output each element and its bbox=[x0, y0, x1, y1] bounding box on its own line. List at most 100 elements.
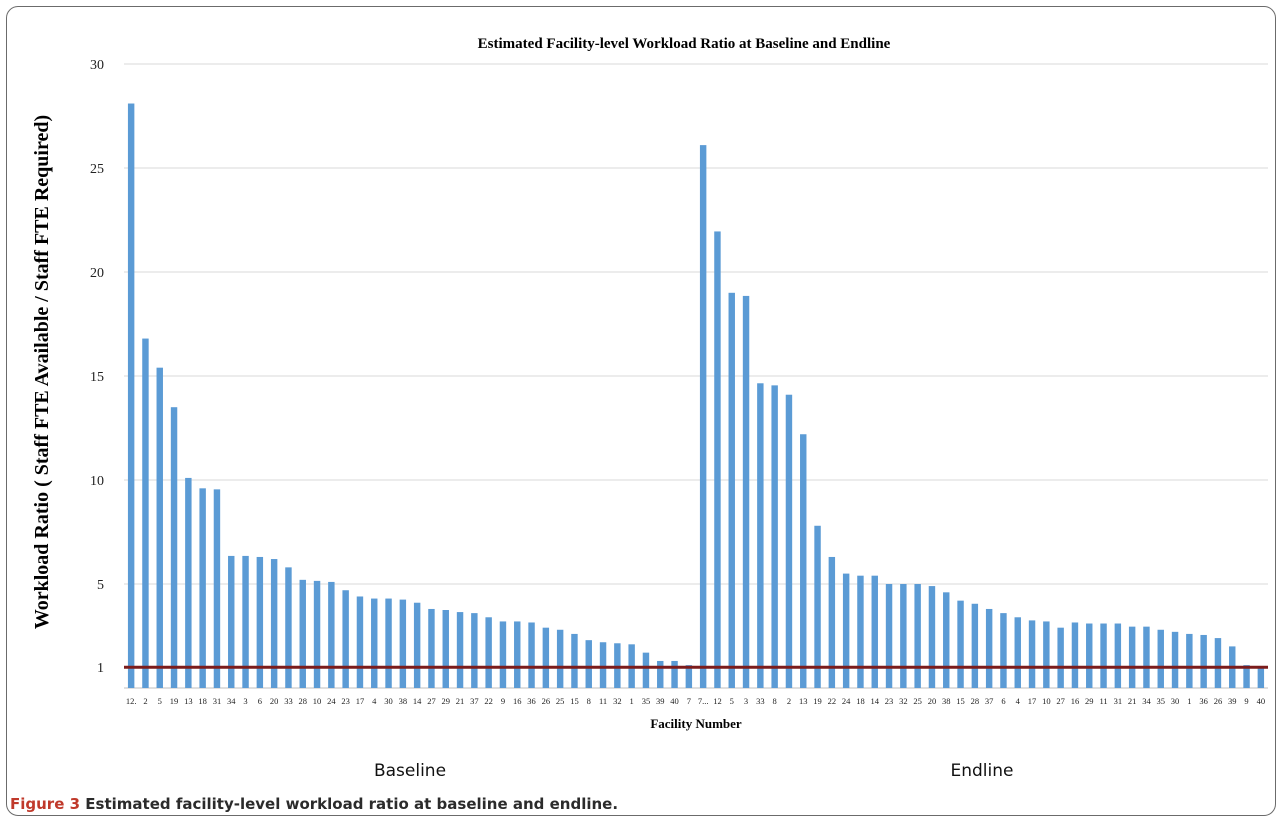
figure-caption: Figure 3 Estimated facility-level worklo… bbox=[10, 795, 618, 813]
y-tick-label: 25 bbox=[90, 162, 104, 177]
bar bbox=[742, 295, 750, 688]
bar bbox=[771, 385, 778, 688]
x-tick-label: 14 bbox=[871, 696, 880, 706]
x-tick-label: 13 bbox=[184, 696, 193, 706]
x-tick-label: 9 bbox=[1244, 696, 1248, 706]
x-tick-label: 23 bbox=[341, 696, 350, 706]
x-tick-label: 6 bbox=[1001, 696, 1005, 706]
bar bbox=[685, 665, 693, 688]
bar bbox=[857, 575, 864, 688]
bar bbox=[1214, 638, 1222, 688]
x-tick-label: 31 bbox=[1114, 696, 1123, 706]
x-tick-label: 2 bbox=[787, 696, 791, 706]
bar bbox=[900, 584, 907, 688]
bar bbox=[614, 643, 621, 688]
bar bbox=[1186, 633, 1193, 688]
bar bbox=[242, 555, 249, 688]
bar bbox=[1057, 627, 1064, 688]
y-tick-label: 15 bbox=[90, 370, 104, 385]
bar bbox=[657, 660, 664, 688]
bar bbox=[714, 231, 721, 688]
x-tick-label: 35 bbox=[1157, 696, 1166, 706]
bar bbox=[1014, 617, 1021, 688]
bar bbox=[599, 642, 607, 688]
x-tick-label: 19 bbox=[813, 696, 822, 706]
bar bbox=[342, 590, 349, 688]
bar bbox=[399, 599, 407, 688]
x-tick-label: 1 bbox=[1187, 696, 1191, 706]
bar-chart: Estimated Facility-level Workload Ratio … bbox=[31, 36, 1268, 781]
bar bbox=[356, 596, 364, 688]
x-tick-label: 14 bbox=[413, 696, 422, 706]
y-tick-label: 5 bbox=[97, 578, 104, 593]
x-tick-label: 29 bbox=[442, 696, 451, 706]
x-tick-label: 8 bbox=[773, 696, 777, 706]
x-tick-label: 12 bbox=[713, 696, 722, 706]
x-tick-label: 18 bbox=[198, 696, 207, 706]
bar bbox=[585, 640, 592, 688]
bar bbox=[485, 617, 492, 688]
x-tick-label: 38 bbox=[942, 696, 951, 706]
caption-text: Estimated facility-level workload ratio … bbox=[85, 795, 619, 813]
x-tick-label: 16 bbox=[1071, 696, 1080, 706]
bar bbox=[127, 103, 135, 688]
x-tick-label: 39 bbox=[656, 696, 665, 706]
x-tick-label: 35 bbox=[642, 696, 651, 706]
bar bbox=[156, 367, 163, 688]
x-axis-label: Facility Number bbox=[650, 716, 742, 731]
group-label: Baseline bbox=[374, 761, 446, 781]
bar bbox=[871, 575, 878, 688]
y-tick-label: 1 bbox=[97, 661, 104, 676]
bar bbox=[256, 556, 264, 688]
x-tick-label: 40 bbox=[670, 696, 679, 706]
bar bbox=[914, 584, 921, 688]
group-labels: Baseline Endline bbox=[374, 761, 1014, 781]
x-tick-label: 30 bbox=[1171, 696, 1180, 706]
x-tick-label: 32 bbox=[899, 696, 908, 706]
x-tick-label: 6 bbox=[258, 696, 262, 706]
bar bbox=[499, 621, 507, 688]
bar bbox=[228, 555, 235, 688]
bar bbox=[971, 603, 979, 688]
x-tick-label: 22 bbox=[828, 696, 837, 706]
x-tick-label: 11 bbox=[1099, 696, 1107, 706]
x-tick-label: 22 bbox=[484, 696, 493, 706]
x-tick-label: 17 bbox=[356, 696, 365, 706]
bar bbox=[428, 608, 435, 688]
x-tick-label: 15 bbox=[956, 696, 965, 706]
bar bbox=[642, 652, 650, 688]
bar bbox=[328, 581, 335, 688]
x-tick-label: 10 bbox=[1042, 696, 1051, 706]
bar bbox=[1171, 631, 1179, 688]
bar bbox=[1043, 621, 1050, 688]
x-tick-label: 17 bbox=[1028, 696, 1037, 706]
bar bbox=[313, 580, 321, 688]
x-tick-label: 30 bbox=[384, 696, 393, 706]
bar bbox=[413, 602, 421, 688]
x-tick-label: 24 bbox=[842, 696, 851, 706]
x-tick-label: 23 bbox=[885, 696, 894, 706]
bar bbox=[985, 608, 993, 688]
bar bbox=[456, 612, 464, 688]
bar bbox=[471, 613, 478, 688]
bar bbox=[385, 598, 392, 688]
x-tick-label: 39 bbox=[1228, 696, 1237, 706]
x-tick-label: 20 bbox=[928, 696, 937, 706]
bar bbox=[514, 621, 521, 688]
bar bbox=[299, 579, 306, 688]
bar bbox=[270, 559, 278, 688]
chart-title: Estimated Facility-level Workload Ratio … bbox=[478, 36, 891, 52]
x-tick-label: 19 bbox=[170, 696, 179, 706]
x-tick-labels: 12. 2 5 19 13 18 31 34 3 6 20 33 28 10 24 23 17 4 30 38 14 27… bbox=[126, 696, 1265, 706]
x-tick-label: 5 bbox=[730, 696, 734, 706]
bar bbox=[1128, 626, 1136, 688]
x-tick-label: 28 bbox=[299, 696, 308, 706]
x-tick-label: 4 bbox=[372, 696, 377, 706]
bar bbox=[1071, 622, 1079, 688]
x-tick-label: 24 bbox=[327, 696, 336, 706]
x-tick-label: 27 bbox=[427, 696, 436, 706]
bar bbox=[556, 629, 564, 688]
bar bbox=[885, 584, 893, 688]
x-tick-label: 21 bbox=[1128, 696, 1137, 706]
x-tick-label: 16 bbox=[513, 696, 522, 706]
